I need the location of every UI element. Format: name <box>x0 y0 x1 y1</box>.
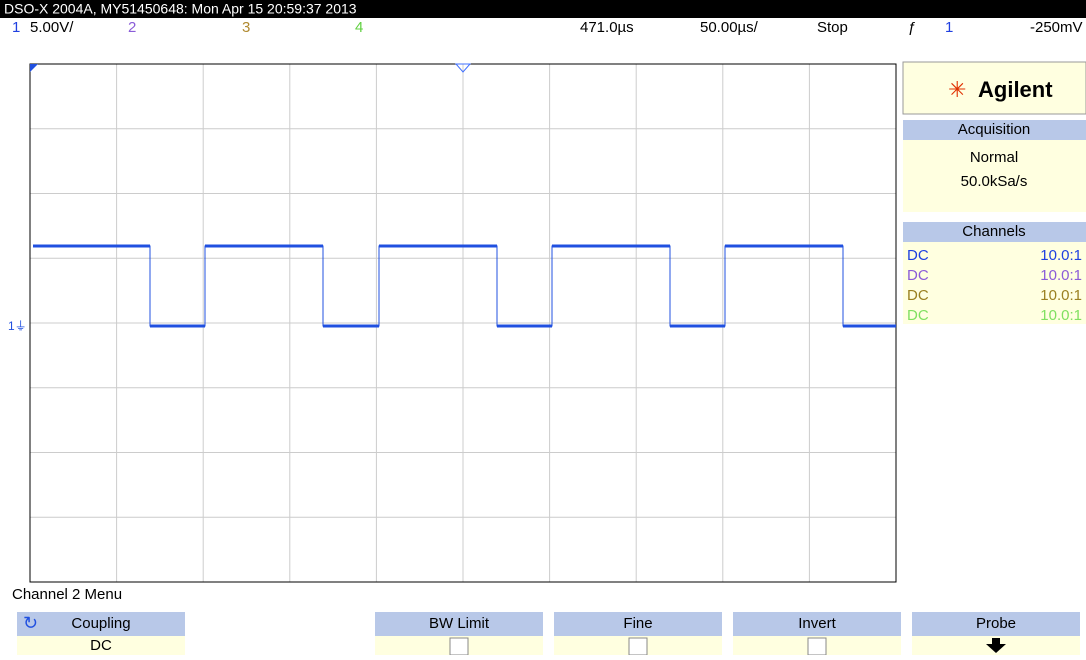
ch4-label: 4 <box>355 19 363 36</box>
trigger-source: 1 <box>945 19 953 36</box>
ch-probe: 10.0:1 <box>1040 307 1082 324</box>
softkey-header[interactable] <box>375 612 543 636</box>
checkbox <box>449 637 469 656</box>
title: DSO-X 2004A, MY51450648: Mon Apr 15 20:5… <box>4 1 357 17</box>
ch1-label: 1 <box>12 19 20 36</box>
ch-coupling: DC <box>907 307 929 324</box>
ch-coupling: DC <box>907 247 929 264</box>
logo-box <box>902 61 1086 115</box>
softkey-header[interactable] <box>912 612 1080 636</box>
probe-arrow-stem <box>992 638 1000 645</box>
ch-coupling: DC <box>907 267 929 284</box>
softkey-label: Probe <box>976 615 1016 632</box>
acq-header <box>903 120 1086 140</box>
title-bar <box>0 0 1086 18</box>
softkey-label: Invert <box>798 615 836 632</box>
softkey-label: BW Limit <box>429 615 490 632</box>
ch2-label: 2 <box>128 19 136 36</box>
coupling-icon: ↻ <box>23 613 38 633</box>
softkey-body[interactable] <box>17 636 185 655</box>
acq-title: Acquisition <box>958 121 1031 138</box>
ch1-marker <box>30 64 38 72</box>
trigger-icon: ƒ <box>908 19 916 36</box>
ch-title: Channels <box>962 223 1025 240</box>
softkey-label: Fine <box>623 615 652 632</box>
ch1-scale: 5.00V/ <box>30 19 74 36</box>
softkey-label: Coupling <box>71 615 130 632</box>
checkbox <box>807 637 827 656</box>
ch-coupling: DC <box>907 287 929 304</box>
run-state: Stop <box>817 19 848 36</box>
checkbox <box>628 637 648 656</box>
ch-probe: 10.0:1 <box>1040 247 1082 264</box>
acq-rate: 50.0kSa/s <box>961 173 1028 190</box>
delay: 471.0µs <box>580 19 634 36</box>
acq-body <box>903 140 1086 212</box>
timebase: 50.00µs/ <box>700 19 759 36</box>
probe-arrow <box>986 644 1006 653</box>
graticule <box>30 64 896 582</box>
ch-body <box>903 242 1086 324</box>
waveform <box>33 245 896 327</box>
trigger-level: -250mV <box>1030 19 1083 36</box>
ground-marker: 1⏚ <box>8 319 27 333</box>
acq-mode: Normal <box>970 149 1018 166</box>
ch-probe: 10.0:1 <box>1040 267 1082 284</box>
logo-icon: ✳ <box>948 77 966 102</box>
ch-header <box>903 222 1086 242</box>
softkey-header[interactable] <box>554 612 722 636</box>
brand: Agilent <box>978 77 1053 102</box>
menu-title: Channel 2 Menu <box>12 586 122 603</box>
softkey-value: DC <box>90 637 112 654</box>
ch-probe: 10.0:1 <box>1040 287 1082 304</box>
softkey-header[interactable] <box>17 612 185 636</box>
softkey-header[interactable] <box>733 612 901 636</box>
ch3-label: 3 <box>242 19 250 36</box>
trigger-marker <box>454 63 472 73</box>
